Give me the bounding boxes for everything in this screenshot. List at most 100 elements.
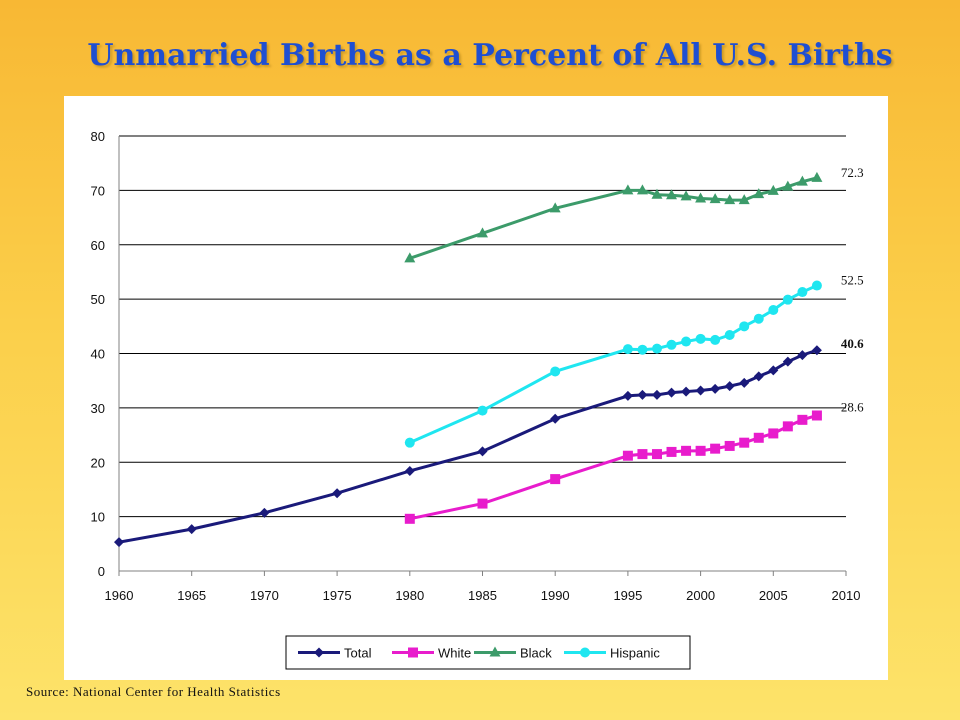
point-total: [332, 488, 343, 499]
point-black: [477, 227, 488, 238]
point-black: [767, 184, 779, 195]
point-white: [666, 446, 677, 457]
point-total: [768, 365, 779, 376]
legend-marker: [408, 647, 418, 658]
point-total: [681, 386, 692, 397]
point-black: [622, 184, 634, 195]
series-hispanic: [404, 280, 822, 448]
point-total: [753, 371, 764, 382]
point-hispanic: [666, 339, 677, 350]
legend-label: Black: [520, 646, 552, 661]
y-tick-label: 60: [91, 238, 105, 253]
y-tick-label: 50: [91, 292, 105, 307]
point-white: [710, 443, 721, 454]
end-label-black: 72.3: [841, 165, 864, 180]
point-black: [811, 171, 823, 182]
line-hispanic: [409, 284, 818, 445]
point-total: [477, 446, 488, 457]
point-hispanic: [681, 336, 692, 347]
point-hispanic: [404, 437, 415, 448]
y-tick-label: 70: [91, 183, 105, 198]
point-total: [797, 350, 808, 361]
point-total: [811, 345, 822, 356]
point-total: [695, 385, 706, 396]
point-black: [753, 188, 765, 199]
series-black: [404, 171, 823, 263]
point-white: [695, 445, 706, 456]
y-tick-label: 80: [91, 129, 105, 144]
point-white: [622, 450, 633, 461]
point-black: [796, 175, 808, 186]
legend-label: Hispanic: [610, 646, 660, 661]
point-white: [739, 437, 750, 448]
point-hispanic: [550, 366, 561, 377]
x-tick-label: 1975: [323, 588, 352, 603]
end-label-hispanic: 52.5: [841, 273, 864, 288]
x-tick-label: 1995: [613, 588, 642, 603]
point-total: [622, 390, 633, 401]
end-label-total: 40.6: [841, 336, 864, 351]
point-white: [753, 432, 764, 443]
series-total: [114, 345, 822, 548]
point-total: [651, 389, 662, 400]
point-white: [681, 445, 692, 456]
point-white: [811, 410, 822, 421]
legend-label: Total: [344, 646, 372, 661]
legend-marker: [580, 647, 590, 658]
point-hispanic: [637, 344, 648, 355]
y-tick-label: 0: [98, 564, 105, 579]
point-total: [782, 356, 793, 367]
line-chart: 0 10 20 30 40 50 60 70 80 1960 1965 1970 1975 1980 198…: [91, 129, 864, 670]
point-total: [724, 381, 735, 392]
legend-item-hispanic: Hispanic: [564, 646, 660, 661]
axes: 0 10 20 30 40 50 60 70 80 1960 1965 1970 1975 1980 198…: [91, 129, 861, 603]
point-white: [637, 449, 648, 460]
point-total: [259, 507, 270, 518]
x-tick-label: 2000: [686, 588, 715, 603]
point-total: [710, 383, 721, 394]
point-black: [636, 184, 648, 195]
x-tick-label: 1970: [250, 588, 279, 603]
line-white: [409, 414, 818, 521]
point-white: [477, 498, 488, 509]
chart-title: Unmarried Births as a Percent of All U.S…: [87, 38, 893, 73]
point-total: [550, 413, 561, 424]
point-hispanic: [811, 280, 822, 291]
legend-marker: [314, 647, 324, 658]
point-total: [666, 387, 677, 398]
point-hispanic: [477, 405, 488, 416]
series-white: [404, 410, 822, 524]
x-tick-label: 1985: [468, 588, 497, 603]
point-black: [709, 193, 721, 204]
point-total: [739, 377, 750, 388]
point-total: [114, 537, 124, 548]
point-total: [186, 524, 197, 535]
point-black: [404, 252, 416, 263]
legend: Total White Black Hispanic: [285, 635, 691, 670]
point-total: [404, 465, 415, 476]
point-black: [782, 180, 794, 191]
point-black: [680, 190, 692, 201]
point-hispanic: [782, 294, 793, 305]
point-hispanic: [739, 321, 750, 332]
legend-item-white: White: [392, 646, 471, 661]
point-black: [651, 188, 663, 199]
x-tick-label: 2005: [759, 588, 788, 603]
x-tick-label: 1980: [395, 588, 424, 603]
point-total: [637, 389, 648, 400]
point-white: [651, 449, 662, 460]
x-tick-label: 1965: [177, 588, 206, 603]
end-labels: 40.6 28.6 72.3 52.5: [841, 165, 864, 415]
point-white: [404, 513, 415, 524]
chart-panel: 0 10 20 30 40 50 60 70 80 1960 1965 1970 1975 1980 198…: [64, 96, 888, 680]
point-hispanic: [710, 334, 721, 345]
point-black: [695, 192, 707, 203]
x-tick-label: 1960: [105, 588, 134, 603]
legend-label: White: [438, 646, 471, 661]
point-white: [768, 428, 779, 439]
legend-item-total: Total: [298, 646, 372, 661]
legend-item-black: Black: [474, 646, 552, 661]
y-tick-label: 20: [91, 455, 105, 470]
series-lines: [114, 171, 823, 548]
point-hispanic: [651, 343, 662, 354]
